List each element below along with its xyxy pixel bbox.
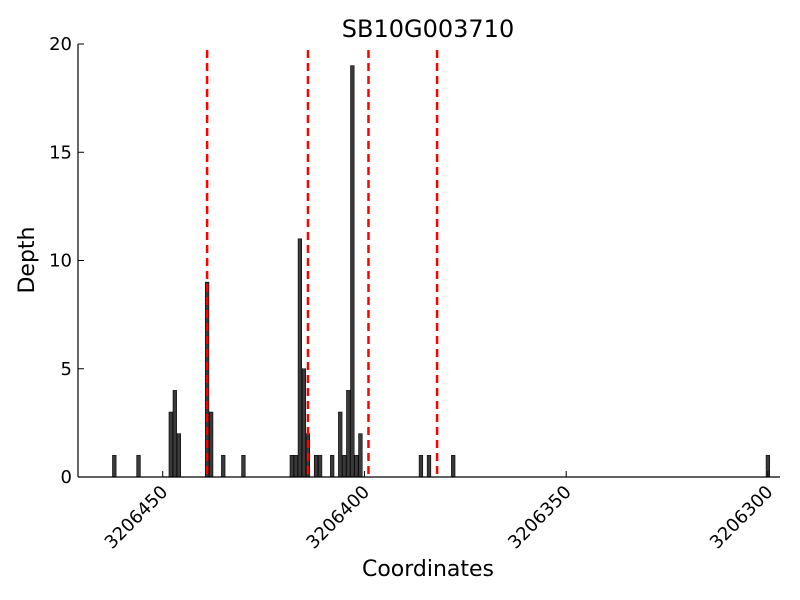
depth-bar [451,455,456,478]
depth-bar [317,455,323,478]
y-tick-label: 20 [49,34,72,55]
depth-bar [350,65,355,478]
depth-bar [136,455,141,478]
depth-bar [289,455,294,478]
x-tick-label: 3206300 [706,482,778,554]
depth-bar [342,455,347,478]
depth-bar [346,390,351,478]
depth-bar [330,455,335,478]
depth-bar [426,455,432,478]
depth-bar [172,390,177,478]
depth-bar [297,238,303,478]
bars-group [112,65,771,478]
x-ticks-group: 3206450 3206400 3206350 3206300 [101,471,778,554]
depth-bar [241,455,246,478]
chart-title: SB10G003710 [342,15,514,43]
depth-bar [358,433,363,478]
x-tick-label: 3206450 [101,482,173,554]
depth-bar [112,455,117,478]
x-tick-label: 3206400 [302,482,374,554]
depth-bar [301,368,307,478]
y-tick-label: 15 [49,142,72,163]
y-ticks-group: 0 5 10 15 20 [49,34,84,488]
y-tick-label: 10 [49,251,72,272]
depth-bar [338,411,343,478]
depth-bar [354,455,359,478]
x-tick-label: 3206350 [504,482,576,554]
y-axis-label: Depth [15,226,40,293]
depth-bar [176,433,181,478]
reference-lines-group [205,50,439,477]
depth-bar [168,411,173,478]
depth-bar [418,455,424,478]
x-axis-label: Coordinates [362,557,494,582]
depth-bar [209,411,214,478]
depth-bar [293,455,298,478]
depth-bar [221,455,226,478]
depth-bar [313,455,319,478]
y-tick-label: 5 [61,359,72,380]
y-tick-label: 0 [61,467,72,488]
